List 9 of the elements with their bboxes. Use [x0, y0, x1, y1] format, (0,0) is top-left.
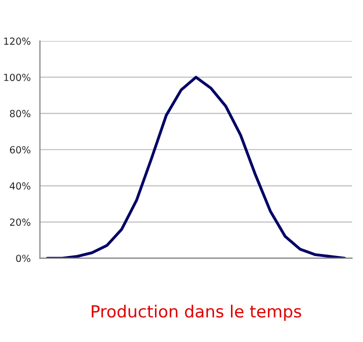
y-tick-label: 40%: [10, 182, 30, 190]
line-series: [46, 76, 346, 258]
y-tick-label: 80%: [10, 110, 30, 118]
y-tick-label: 20%: [10, 218, 30, 226]
y-tick-label: 120%: [4, 38, 30, 45]
y-tick-label: 100%: [4, 74, 30, 82]
x-axis-title: Production dans le temps: [92, 304, 302, 321]
y-tick-label: 60%: [10, 146, 30, 154]
y-tick-label: 0%: [16, 254, 30, 262]
